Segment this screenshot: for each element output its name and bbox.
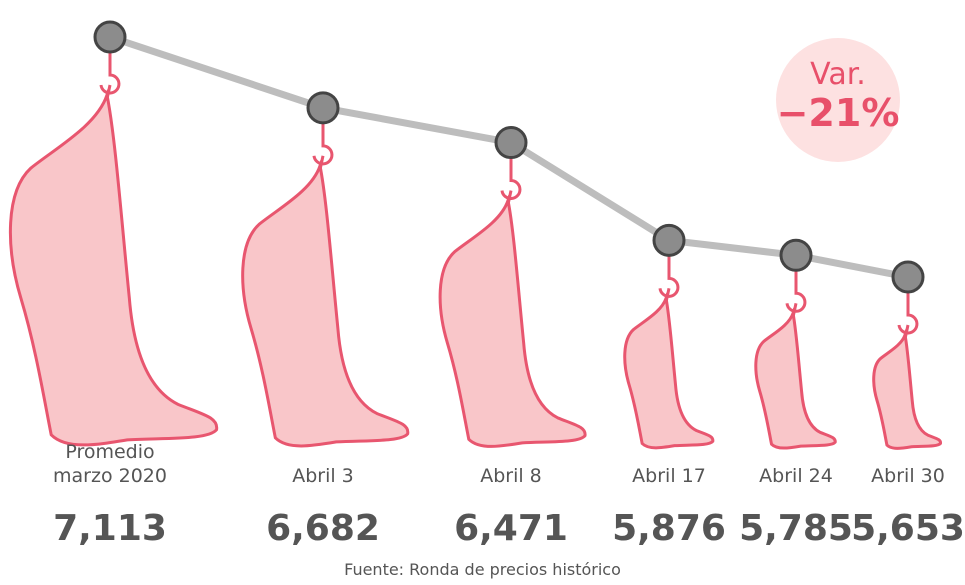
marker [306,91,340,125]
source: Fuente: Ronda de precios histórico [344,560,621,579]
value-label: 5,785 [739,508,853,549]
marker [779,238,813,272]
value-label: 7,113 [53,508,167,549]
value-label: 6,471 [454,508,568,549]
category-label: Promedio marzo 2020 [53,441,167,487]
value-label: 6,682 [266,508,380,549]
category-label: Abril 17 [632,465,706,487]
ham [8,89,219,447]
ham [754,307,837,450]
badge-label: Var. [810,57,866,92]
ham [623,292,715,450]
badge-value: −21% [777,91,900,135]
badge-circle [776,38,900,162]
marker [93,20,127,54]
badge: Var.−21% [776,38,900,162]
category-label: Abril 24 [759,465,833,487]
category-label: Abril 3 [292,465,354,487]
line [108,33,909,281]
value-label: 5,876 [612,508,726,549]
category-label: Abril 30 [871,465,945,487]
marker [891,260,925,294]
marker [652,223,686,257]
ham [872,329,942,450]
marker [494,126,528,160]
category-label: Abril 8 [480,465,542,487]
ham [241,160,410,448]
value-label: 5,653 [851,508,965,549]
ham [438,194,587,448]
